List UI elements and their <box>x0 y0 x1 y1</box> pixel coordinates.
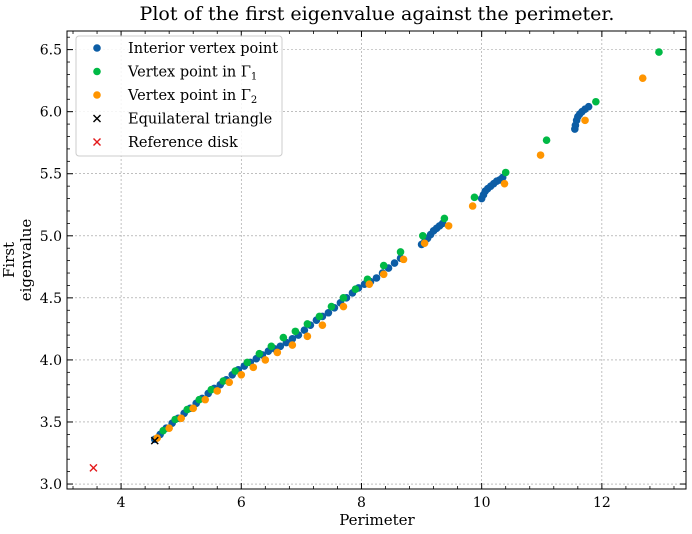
y-axis-label-line-2: eigenvalue <box>17 219 35 302</box>
point-vertex-point-in-2 <box>420 239 429 248</box>
legend-box <box>75 35 283 157</box>
point-vertex-point-in-2 <box>261 356 270 364</box>
chart-title: Plot of the first eigenvalue against the… <box>140 3 615 25</box>
plot-frame <box>66 30 687 490</box>
x-tick-label: 4 <box>117 495 126 511</box>
point-vertex-point-in-2 <box>189 404 198 413</box>
point-vertex-point-in-2 <box>225 378 234 387</box>
point-vertex-point-in-1 <box>379 261 388 270</box>
point-vertex-point-in-1 <box>195 395 204 404</box>
y-axis-label: First eigenvalue <box>0 219 35 302</box>
point-equilateral-triangle <box>150 436 159 445</box>
x-axis-ticks: 4 6 8 10 12 <box>72 31 675 511</box>
legend-marker-interior-vertex-point <box>93 44 101 52</box>
point-vertex-point-in-2 <box>444 222 453 230</box>
point-vertex-point-in-2 <box>288 341 297 349</box>
point-vertex-point-in-1 <box>159 426 167 435</box>
legend: Interior vertex point Vertex point in Γ1 V… <box>75 35 283 157</box>
point-vertex-point-in-1 <box>291 327 300 336</box>
point-vertex-point-in-1 <box>440 214 449 223</box>
legend-marker-vertex-point-in-1 <box>93 67 101 76</box>
point-vertex-point-in-1 <box>315 312 324 321</box>
point-vertex-point-in-1 <box>327 302 336 311</box>
point-vertex-point-in-2 <box>379 270 388 279</box>
point-vertex-point-in-1 <box>339 294 348 302</box>
point-vertex-point-in-2 <box>177 414 185 423</box>
point-interior-vertex-point <box>276 342 285 351</box>
point-interior-vertex-point <box>288 335 297 343</box>
legend-label-interior-vertex-point: Interior vertex point <box>128 41 278 57</box>
point-vertex-point-in-1 <box>279 333 288 342</box>
y-tick-label: 3.0 <box>40 477 62 493</box>
point-vertex-point-in-1 <box>255 349 264 358</box>
point-vertex-point-in-1 <box>501 168 510 177</box>
legend-marker-vertex-point-in-2 <box>93 91 101 99</box>
point-vertex-point-in-1 <box>470 193 479 202</box>
point-vertex-point-in-1 <box>207 385 216 394</box>
point-vertex-point-in-2 <box>318 321 327 329</box>
point-vertex-point-in-2 <box>536 151 545 159</box>
point-vertex-point-in-2 <box>365 280 374 289</box>
y-tick-label: 5.5 <box>40 167 62 183</box>
point-vertex-point-in-2 <box>638 74 647 82</box>
point-interior-vertex-point <box>324 308 333 317</box>
legend-label-equilateral-triangle: Equilateral triangle <box>128 112 272 128</box>
point-interior-vertex-point <box>390 259 399 267</box>
point-vertex-point-in-2 <box>213 387 222 395</box>
point-vertex-point-in-1 <box>183 405 191 414</box>
x-tick-label: 6 <box>237 495 246 511</box>
legend-label-vertex-point-in-2: Vertex point in Γ2 <box>127 88 257 106</box>
point-interior-vertex-point <box>300 326 309 334</box>
point-reference-disk <box>89 463 98 472</box>
point-vertex-point-in-2 <box>249 363 258 372</box>
point-vertex-point-in-2 <box>273 348 282 357</box>
x-tick-label: 12 <box>593 495 611 511</box>
y-axis-label-line-1: First <box>0 242 18 278</box>
y-tick-label: 4.5 <box>40 291 62 307</box>
point-vertex-point-in-2 <box>399 255 408 264</box>
point-interior-vertex-point <box>584 102 593 111</box>
point-vertex-point-in-1 <box>231 367 240 375</box>
y-tick-label: 4.0 <box>40 353 62 369</box>
point-vertex-point-in-1 <box>396 248 405 256</box>
legend-marker-equilateral-triangle <box>93 114 101 123</box>
point-interior-vertex-point <box>372 274 381 282</box>
point-vertex-point-in-2 <box>303 332 312 341</box>
point-vertex-point-in-1 <box>171 415 179 424</box>
point-vertex-point-in-2 <box>237 371 246 379</box>
y-tick-label: 5.0 <box>40 229 62 245</box>
point-vertex-point-in-1 <box>243 358 252 367</box>
point-vertex-point-in-1 <box>351 285 360 293</box>
point-vertex-point-in-1 <box>219 377 228 385</box>
data-points <box>89 48 663 472</box>
legend-label-reference-disk: Reference disk <box>128 135 238 151</box>
point-vertex-point-in-1 <box>542 136 551 145</box>
point-vertex-point-in-2 <box>500 179 509 188</box>
point-vertex-point-in-2 <box>339 302 348 311</box>
point-vertex-point-in-1 <box>418 231 427 240</box>
y-tick-label: 6.0 <box>40 105 62 121</box>
x-axis-label: Perimeter <box>339 511 415 529</box>
point-vertex-point-in-1 <box>655 48 663 56</box>
y-tick-label: 6.5 <box>40 43 62 59</box>
y-tick-label: 3.5 <box>40 415 62 431</box>
point-vertex-point-in-1 <box>592 97 600 106</box>
legend-marker-reference-disk <box>93 138 101 146</box>
point-vertex-point-in-2 <box>581 116 589 125</box>
x-tick-label: 8 <box>357 495 366 511</box>
point-vertex-point-in-2 <box>468 202 477 210</box>
point-vertex-point-in-2 <box>201 395 210 404</box>
point-vertex-point-in-1 <box>303 320 312 328</box>
legend-label-vertex-point-in-1: Vertex point in Γ1 <box>127 65 257 83</box>
point-vertex-point-in-2 <box>165 424 173 432</box>
point-vertex-point-in-1 <box>267 342 276 351</box>
x-tick-label: 10 <box>473 495 491 511</box>
